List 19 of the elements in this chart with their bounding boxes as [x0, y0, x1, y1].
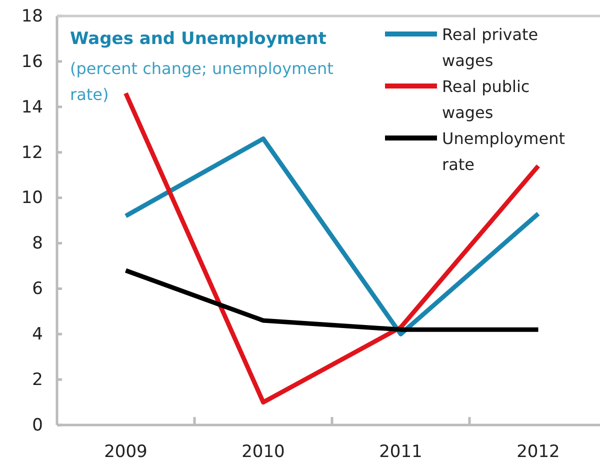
y-tick-label: 18 — [21, 6, 43, 26]
y-tick-label: 0 — [32, 415, 43, 436]
y-tick-label: 14 — [21, 97, 43, 118]
y-tick-label: 8 — [32, 234, 43, 254]
x-tick-label: 2009 — [104, 442, 148, 462]
y-tick-label: 6 — [32, 279, 43, 300]
y-tick-label: 12 — [21, 142, 43, 163]
text: (percent change; unemployment rate) — [70, 59, 334, 104]
y-tick-label: 10 — [21, 188, 43, 208]
x-tick-label: 2010 — [242, 442, 285, 462]
x-tick-label: 2011 — [379, 442, 422, 462]
x-tick-label: 2012 — [516, 442, 560, 462]
legend-label: Real public wages — [442, 77, 530, 122]
legend-label: Real private wages — [442, 25, 538, 70]
y-tick-label: 4 — [32, 324, 43, 345]
legend-label: Unemployment rate — [442, 129, 565, 174]
y-tick-label: 2 — [32, 370, 43, 390]
text: Wages and Unemployment — [70, 29, 326, 49]
y-tick-label: 16 — [21, 52, 43, 72]
